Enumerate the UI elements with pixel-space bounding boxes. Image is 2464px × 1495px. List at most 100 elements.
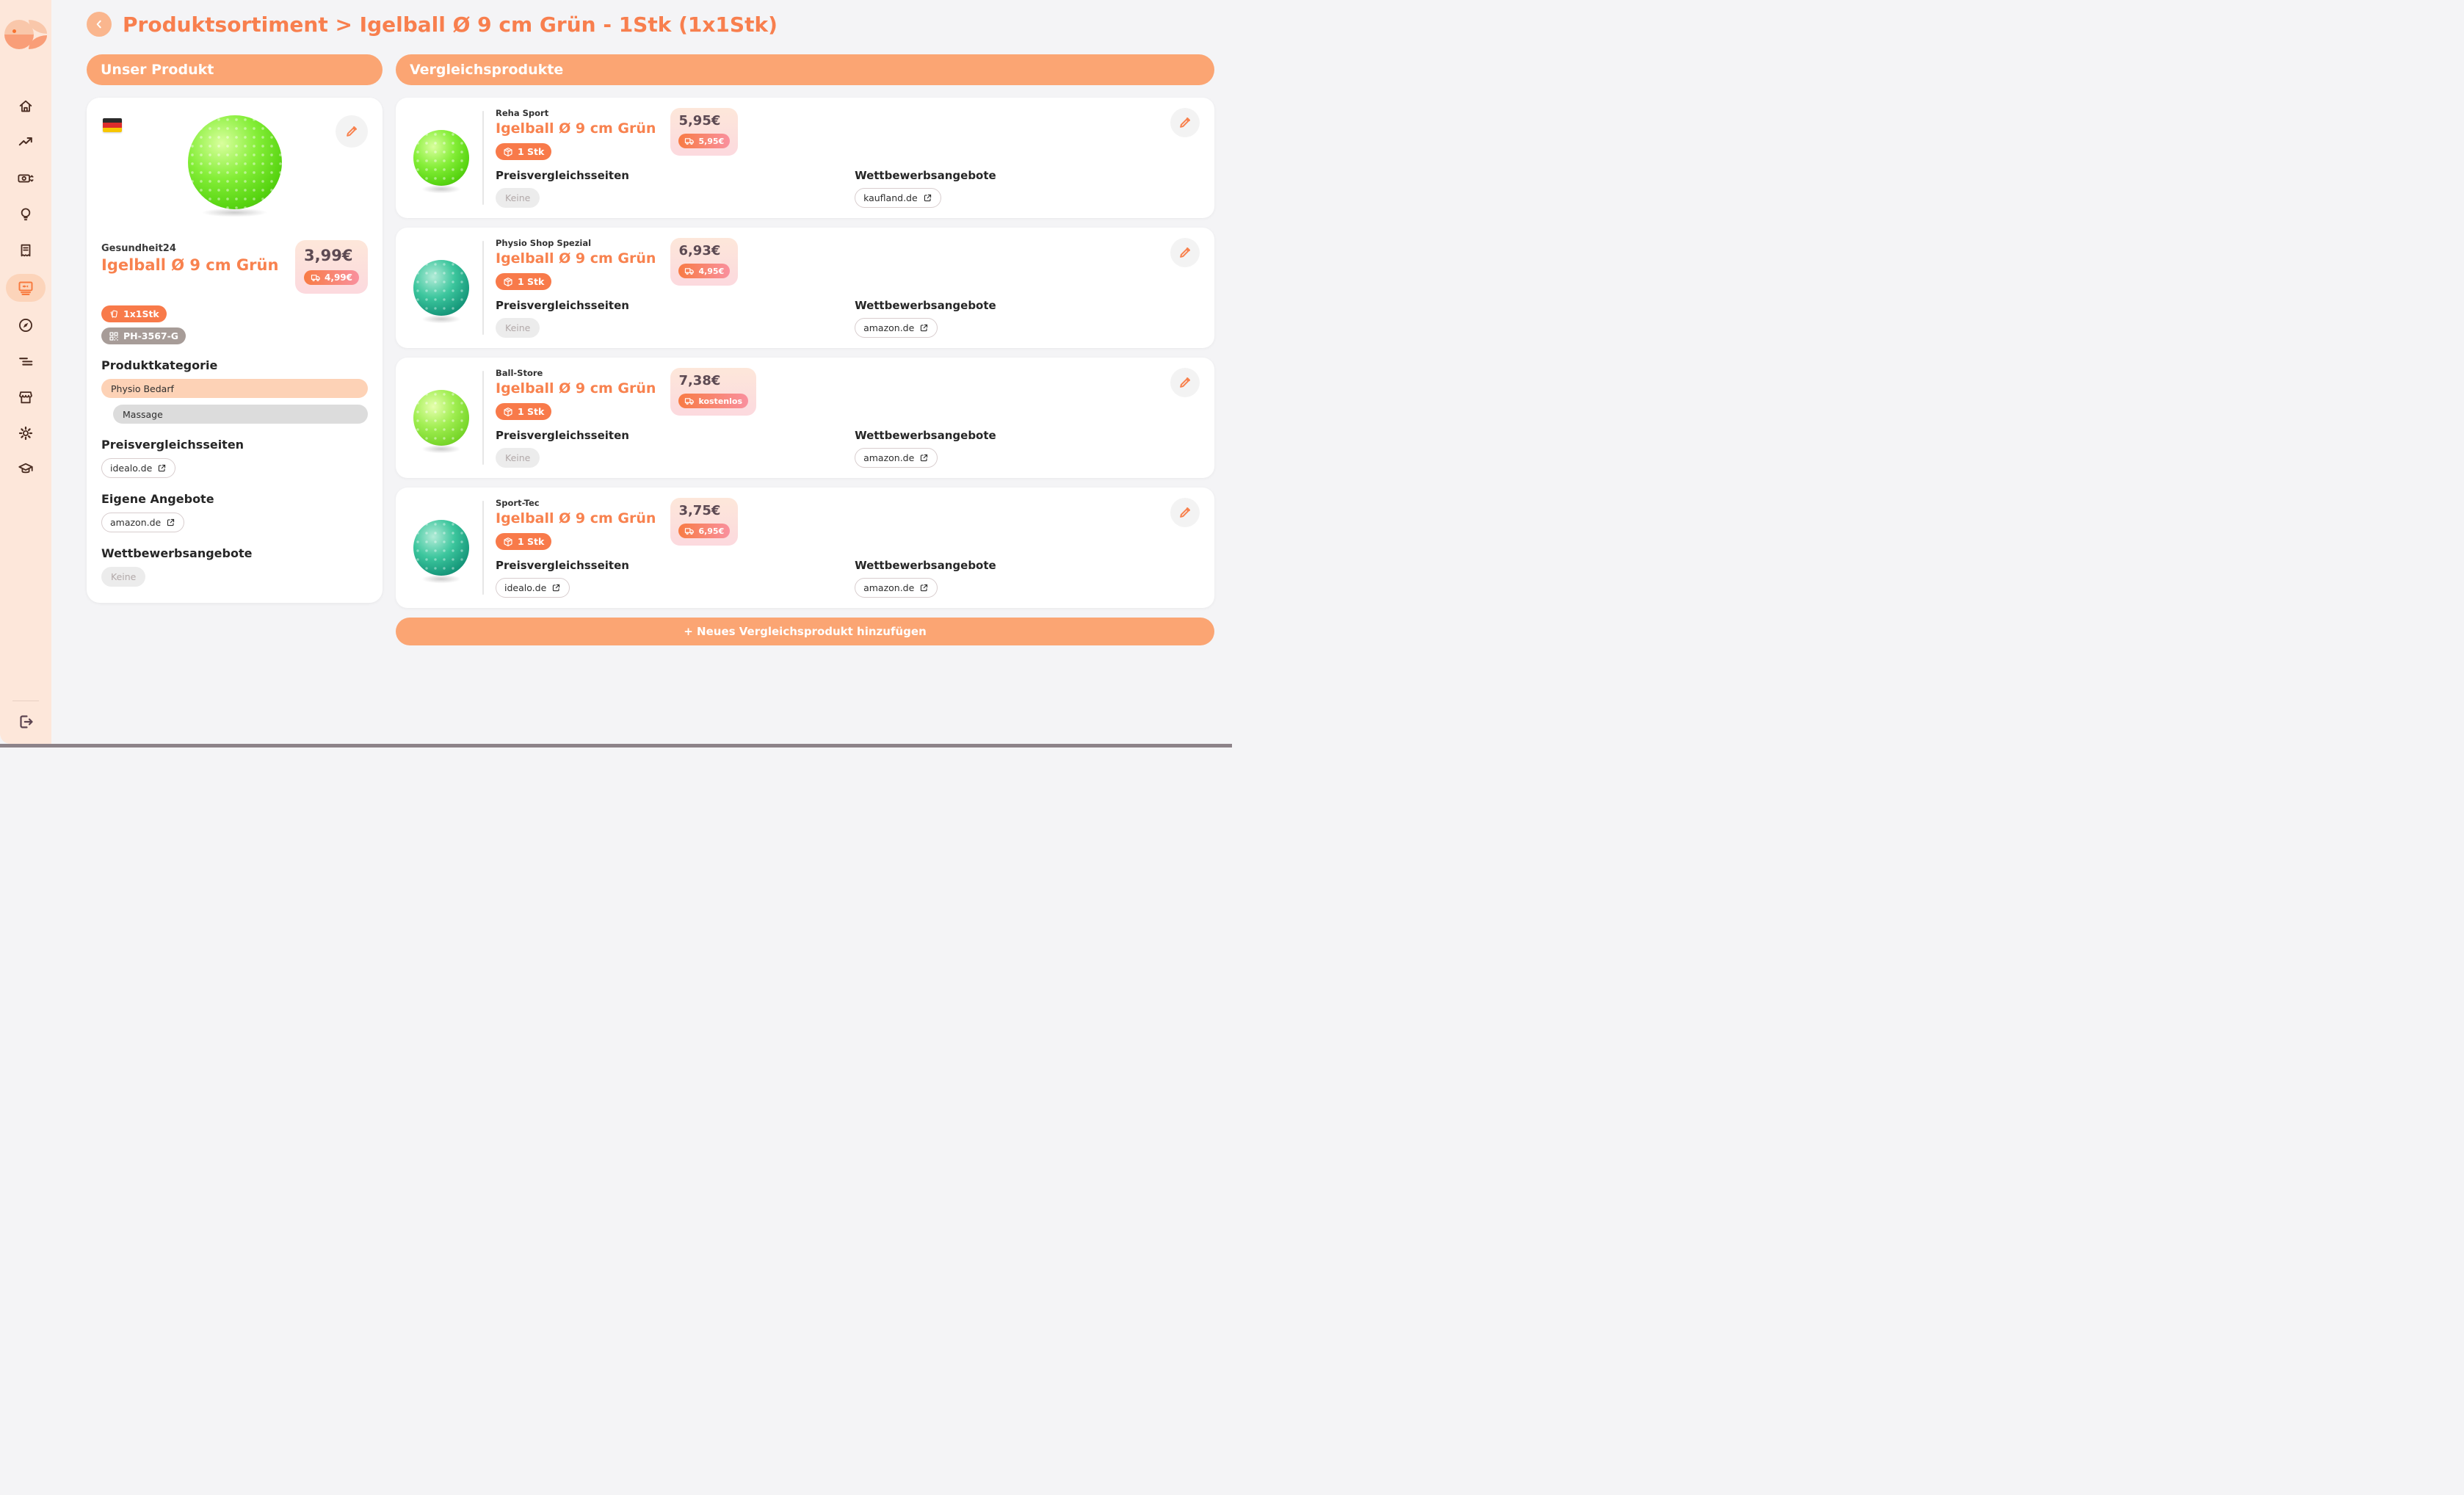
external-link-icon [924, 194, 931, 202]
competitor-link[interactable]: amazon.de [855, 578, 938, 598]
qty-badge-label: 1 Stk [518, 276, 545, 287]
chevron-left-icon [96, 20, 101, 29]
logout-button[interactable] [17, 713, 35, 731]
price-comparison-link[interactable]: idealo.de [101, 458, 176, 478]
comparison-brand: Ball-Store [496, 368, 543, 378]
fish-logo-eye [12, 29, 16, 33]
comparison-edit-button[interactable] [1170, 498, 1200, 527]
sidebar [0, 0, 51, 744]
pencil-icon [347, 126, 357, 137]
comparison-name: Igelball Ø 9 cm Grün [496, 250, 656, 267]
comparison-price-box: 7,38€ kostenlos [670, 368, 756, 416]
sidebar-item-invoices[interactable] [6, 238, 46, 263]
price-comparison-none-badge: Keine [496, 318, 540, 338]
competitor-heading: Wettbewerbsangebote [855, 169, 996, 182]
category-pill-sub[interactable]: Massage [113, 405, 368, 424]
filter-lines-icon [19, 358, 33, 366]
sidebar-nav [6, 94, 46, 482]
sidebar-item-settings[interactable] [6, 421, 46, 446]
sidebar-item-ideas[interactable] [6, 202, 46, 227]
comparison-product-image [413, 130, 469, 194]
comparison-name: Igelball Ø 9 cm Grün [496, 380, 656, 397]
sidebar-item-explore[interactable] [6, 313, 46, 338]
external-link-icon [921, 324, 928, 332]
comparison-product-image [413, 520, 469, 584]
comparison-price: 7,38€ [678, 373, 721, 388]
comparison-price: 5,95€ [678, 113, 721, 128]
sidebar-item-filters[interactable] [6, 349, 46, 374]
own-offers-heading: Eigene Angebote [101, 492, 214, 506]
qty-badge: 1 Stk [496, 143, 552, 160]
competitor-link[interactable]: amazon.de [855, 448, 938, 468]
comparison-shipping-price: kostenlos [698, 396, 742, 406]
comparison-edit-button[interactable] [1170, 368, 1200, 397]
pencil-icon [1180, 117, 1190, 128]
comparison-titles: Reha Sport Igelball Ø 9 cm Grün 1 Stk [496, 108, 656, 160]
qty-badge-label: 1 Stk [518, 536, 545, 547]
competitor-none-badge: Keine [101, 567, 146, 587]
comparison-brand: Reha Sport [496, 108, 549, 118]
comparison-titles: Physio Shop Spezial Igelball Ø 9 cm Grün… [496, 238, 656, 290]
competitor-link-label: kaufland.de [863, 192, 918, 203]
price-comparison-none-badge: Keine [496, 448, 540, 468]
price-comparison-heading: Preisvergleichsseiten [101, 438, 244, 452]
price-comparison-link-label: idealo.de [110, 463, 153, 474]
our-product-price: 3,99€ [304, 247, 353, 264]
comparison-edit-button[interactable] [1170, 108, 1200, 137]
competitor-link[interactable]: amazon.de [855, 318, 938, 338]
competitor-link[interactable]: kaufland.de [855, 188, 941, 208]
own-offers-link-label: amazon.de [110, 517, 162, 528]
home-icon [19, 100, 32, 112]
sidebar-item-home[interactable] [6, 94, 46, 119]
pencil-icon [1180, 507, 1190, 518]
unit-badge: 1x1Stk [101, 305, 167, 322]
comparison-shipping-badge: 4,95€ [678, 264, 731, 278]
external-link-icon [921, 454, 928, 462]
price-comparison-link[interactable]: idealo.de [496, 578, 570, 598]
store-icon [19, 391, 32, 404]
package-icon [504, 147, 512, 156]
comparison-card: Ball-Store Igelball Ø 9 cm Grün 1 Stk 7,… [396, 358, 1214, 478]
qty-badge: 1 Stk [496, 403, 552, 420]
comparison-brand: Sport-Tec [496, 498, 540, 508]
sidebar-item-pricing[interactable] [6, 166, 46, 191]
comparisons-panel: Vergleichsprodukte Reha Sport Igelball Ø… [396, 54, 1214, 660]
category-pill-main[interactable]: Physio Bedarf [101, 379, 368, 398]
our-product-name: Igelball Ø 9 cm Grün [101, 256, 279, 274]
comparison-shipping-badge: 6,95€ [678, 524, 731, 538]
our-product-panel-title: Unser Produkt [87, 54, 383, 85]
comparison-shipping-badge: 5,95€ [678, 134, 731, 148]
competitor-heading: Wettbewerbsangebote [855, 429, 996, 442]
sidebar-item-store[interactable] [6, 385, 46, 410]
comparison-titles: Ball-Store Igelball Ø 9 cm Grün 1 Stk [496, 368, 656, 420]
comparison-edit-button[interactable] [1170, 238, 1200, 267]
our-product-shipping-badge: 4,99€ [304, 270, 359, 285]
add-comparison-product-button[interactable]: + Neues Vergleichsprodukt hinzufügen [396, 618, 1214, 645]
truck-icon [685, 398, 695, 405]
truck-icon [685, 268, 695, 275]
pencil-icon [1180, 377, 1190, 388]
comparison-price-box: 6,93€ 4,95€ [670, 238, 739, 286]
own-offers-link[interactable]: amazon.de [101, 513, 185, 532]
fish-logo-head [4, 20, 34, 49]
comparisons-panel-title: Vergleichsprodukte [396, 54, 1214, 85]
qr-code-icon [109, 331, 118, 341]
category-heading: Produktkategorie [101, 358, 218, 372]
sidebar-item-trends[interactable] [6, 130, 46, 155]
gear-icon [18, 426, 33, 441]
sidebar-item-academy[interactable] [6, 457, 46, 482]
comparison-brand: Physio Shop Spezial [496, 238, 592, 248]
comparison-name: Igelball Ø 9 cm Grün [496, 120, 656, 137]
our-product-panel: Unser Produkt Gesundheit24 Igelball Ø 9 … [87, 54, 383, 603]
qty-badge-label: 1 Stk [518, 406, 545, 417]
our-product-edit-button[interactable] [336, 115, 368, 148]
price-comparison-heading: Preisvergleichsseiten [496, 169, 629, 182]
external-link-icon [159, 464, 166, 472]
competitor-link-label: amazon.de [863, 452, 915, 463]
our-product-titles: Gesundheit24 Igelball Ø 9 cm Grün [101, 243, 278, 274]
price-comparison-heading: Preisvergleichsseiten [496, 299, 629, 312]
back-button[interactable] [87, 12, 112, 37]
sidebar-item-products-active[interactable] [6, 274, 46, 302]
competitor-heading: Wettbewerbsangebote [101, 546, 253, 560]
qty-badge-label: 1 Stk [518, 146, 545, 157]
